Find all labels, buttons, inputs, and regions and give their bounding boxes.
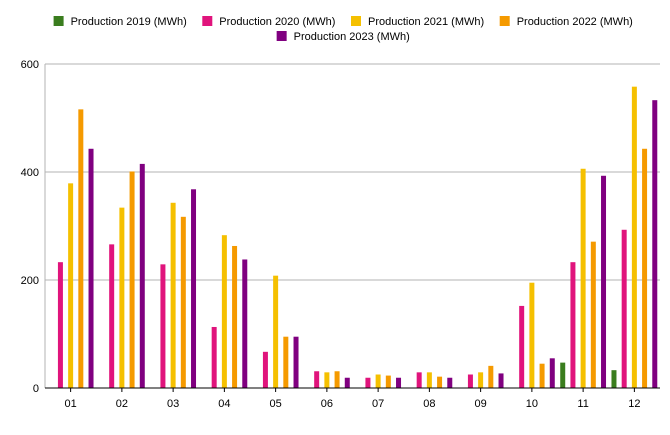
x-tick-label: 08 xyxy=(423,398,435,410)
bar xyxy=(580,168,586,388)
legend-label: Production 2020 (MWh) xyxy=(219,16,335,28)
y-tick-label: 200 xyxy=(21,275,39,287)
x-tick-label: 01 xyxy=(65,398,77,410)
bar xyxy=(88,148,94,388)
bar xyxy=(498,373,504,388)
bar xyxy=(590,241,596,388)
bar xyxy=(601,175,607,388)
bar xyxy=(68,183,74,388)
bar xyxy=(539,363,545,388)
bar xyxy=(160,264,166,388)
y-tick-label: 0 xyxy=(33,383,39,395)
bar xyxy=(242,259,248,388)
bar xyxy=(119,207,125,388)
bar xyxy=(426,372,432,388)
bar xyxy=(211,326,217,388)
bar xyxy=(232,245,238,388)
bar xyxy=(221,235,227,388)
bar xyxy=(283,336,289,388)
bar xyxy=(560,362,566,388)
bar xyxy=(385,375,391,388)
bar xyxy=(334,371,340,388)
bar xyxy=(57,262,63,388)
bar xyxy=(467,374,473,388)
bar xyxy=(375,374,381,388)
x-tick-label: 10 xyxy=(526,398,538,410)
axes: 0 200 400 600 01 02 03 04 05 06 07 08 09 10 11 12 xyxy=(21,59,660,410)
grid xyxy=(45,63,660,281)
bar xyxy=(478,372,484,388)
bar xyxy=(529,282,535,388)
legend: Production 2019 (MWh) Production 2020 (MW… xyxy=(53,16,633,43)
bar xyxy=(652,100,658,389)
bar xyxy=(78,109,84,389)
bar xyxy=(611,370,617,388)
bar xyxy=(344,377,350,388)
legend-swatch xyxy=(351,16,361,26)
bar xyxy=(273,275,279,388)
bar xyxy=(365,377,371,388)
y-tick-label: 400 xyxy=(21,167,39,179)
legend-label: Production 2021 (MWh) xyxy=(368,16,484,28)
bar xyxy=(642,148,648,388)
x-tick-label: 09 xyxy=(475,398,487,410)
bar xyxy=(293,336,299,388)
bar xyxy=(519,305,525,388)
bar xyxy=(621,229,627,388)
legend-swatch xyxy=(276,31,287,41)
x-tick-label: 04 xyxy=(218,398,230,410)
x-tick-label: 07 xyxy=(372,398,384,410)
bar xyxy=(129,171,135,388)
x-tick-label: 06 xyxy=(321,398,333,410)
bar xyxy=(447,377,453,388)
legend-label: Production 2023 (MWh) xyxy=(294,31,410,43)
bar xyxy=(396,377,402,388)
x-tick-label: 02 xyxy=(116,398,128,410)
x-tick-label: 11 xyxy=(577,398,588,410)
bar xyxy=(170,202,176,388)
bar xyxy=(437,376,443,388)
bars xyxy=(57,86,658,389)
bar xyxy=(314,371,320,388)
bar xyxy=(191,189,197,388)
bar xyxy=(570,262,576,388)
bar xyxy=(139,163,145,388)
bar xyxy=(180,216,186,388)
bar xyxy=(416,372,422,388)
bar xyxy=(631,86,637,389)
legend-swatch xyxy=(499,16,510,26)
bar xyxy=(324,372,330,388)
bar xyxy=(262,351,268,388)
legend-swatch xyxy=(53,16,64,26)
x-tick-label: 05 xyxy=(270,398,282,410)
bar xyxy=(109,244,115,388)
legend-label: Production 2022 (MWh) xyxy=(517,16,633,28)
y-tick-label: 600 xyxy=(21,59,39,71)
x-tick-label: 12 xyxy=(628,398,640,410)
bar xyxy=(549,358,555,388)
x-tick-label: 03 xyxy=(167,398,179,410)
legend-label: Production 2019 (MWh) xyxy=(71,16,187,28)
legend-swatch xyxy=(202,16,213,26)
bar xyxy=(488,365,494,388)
